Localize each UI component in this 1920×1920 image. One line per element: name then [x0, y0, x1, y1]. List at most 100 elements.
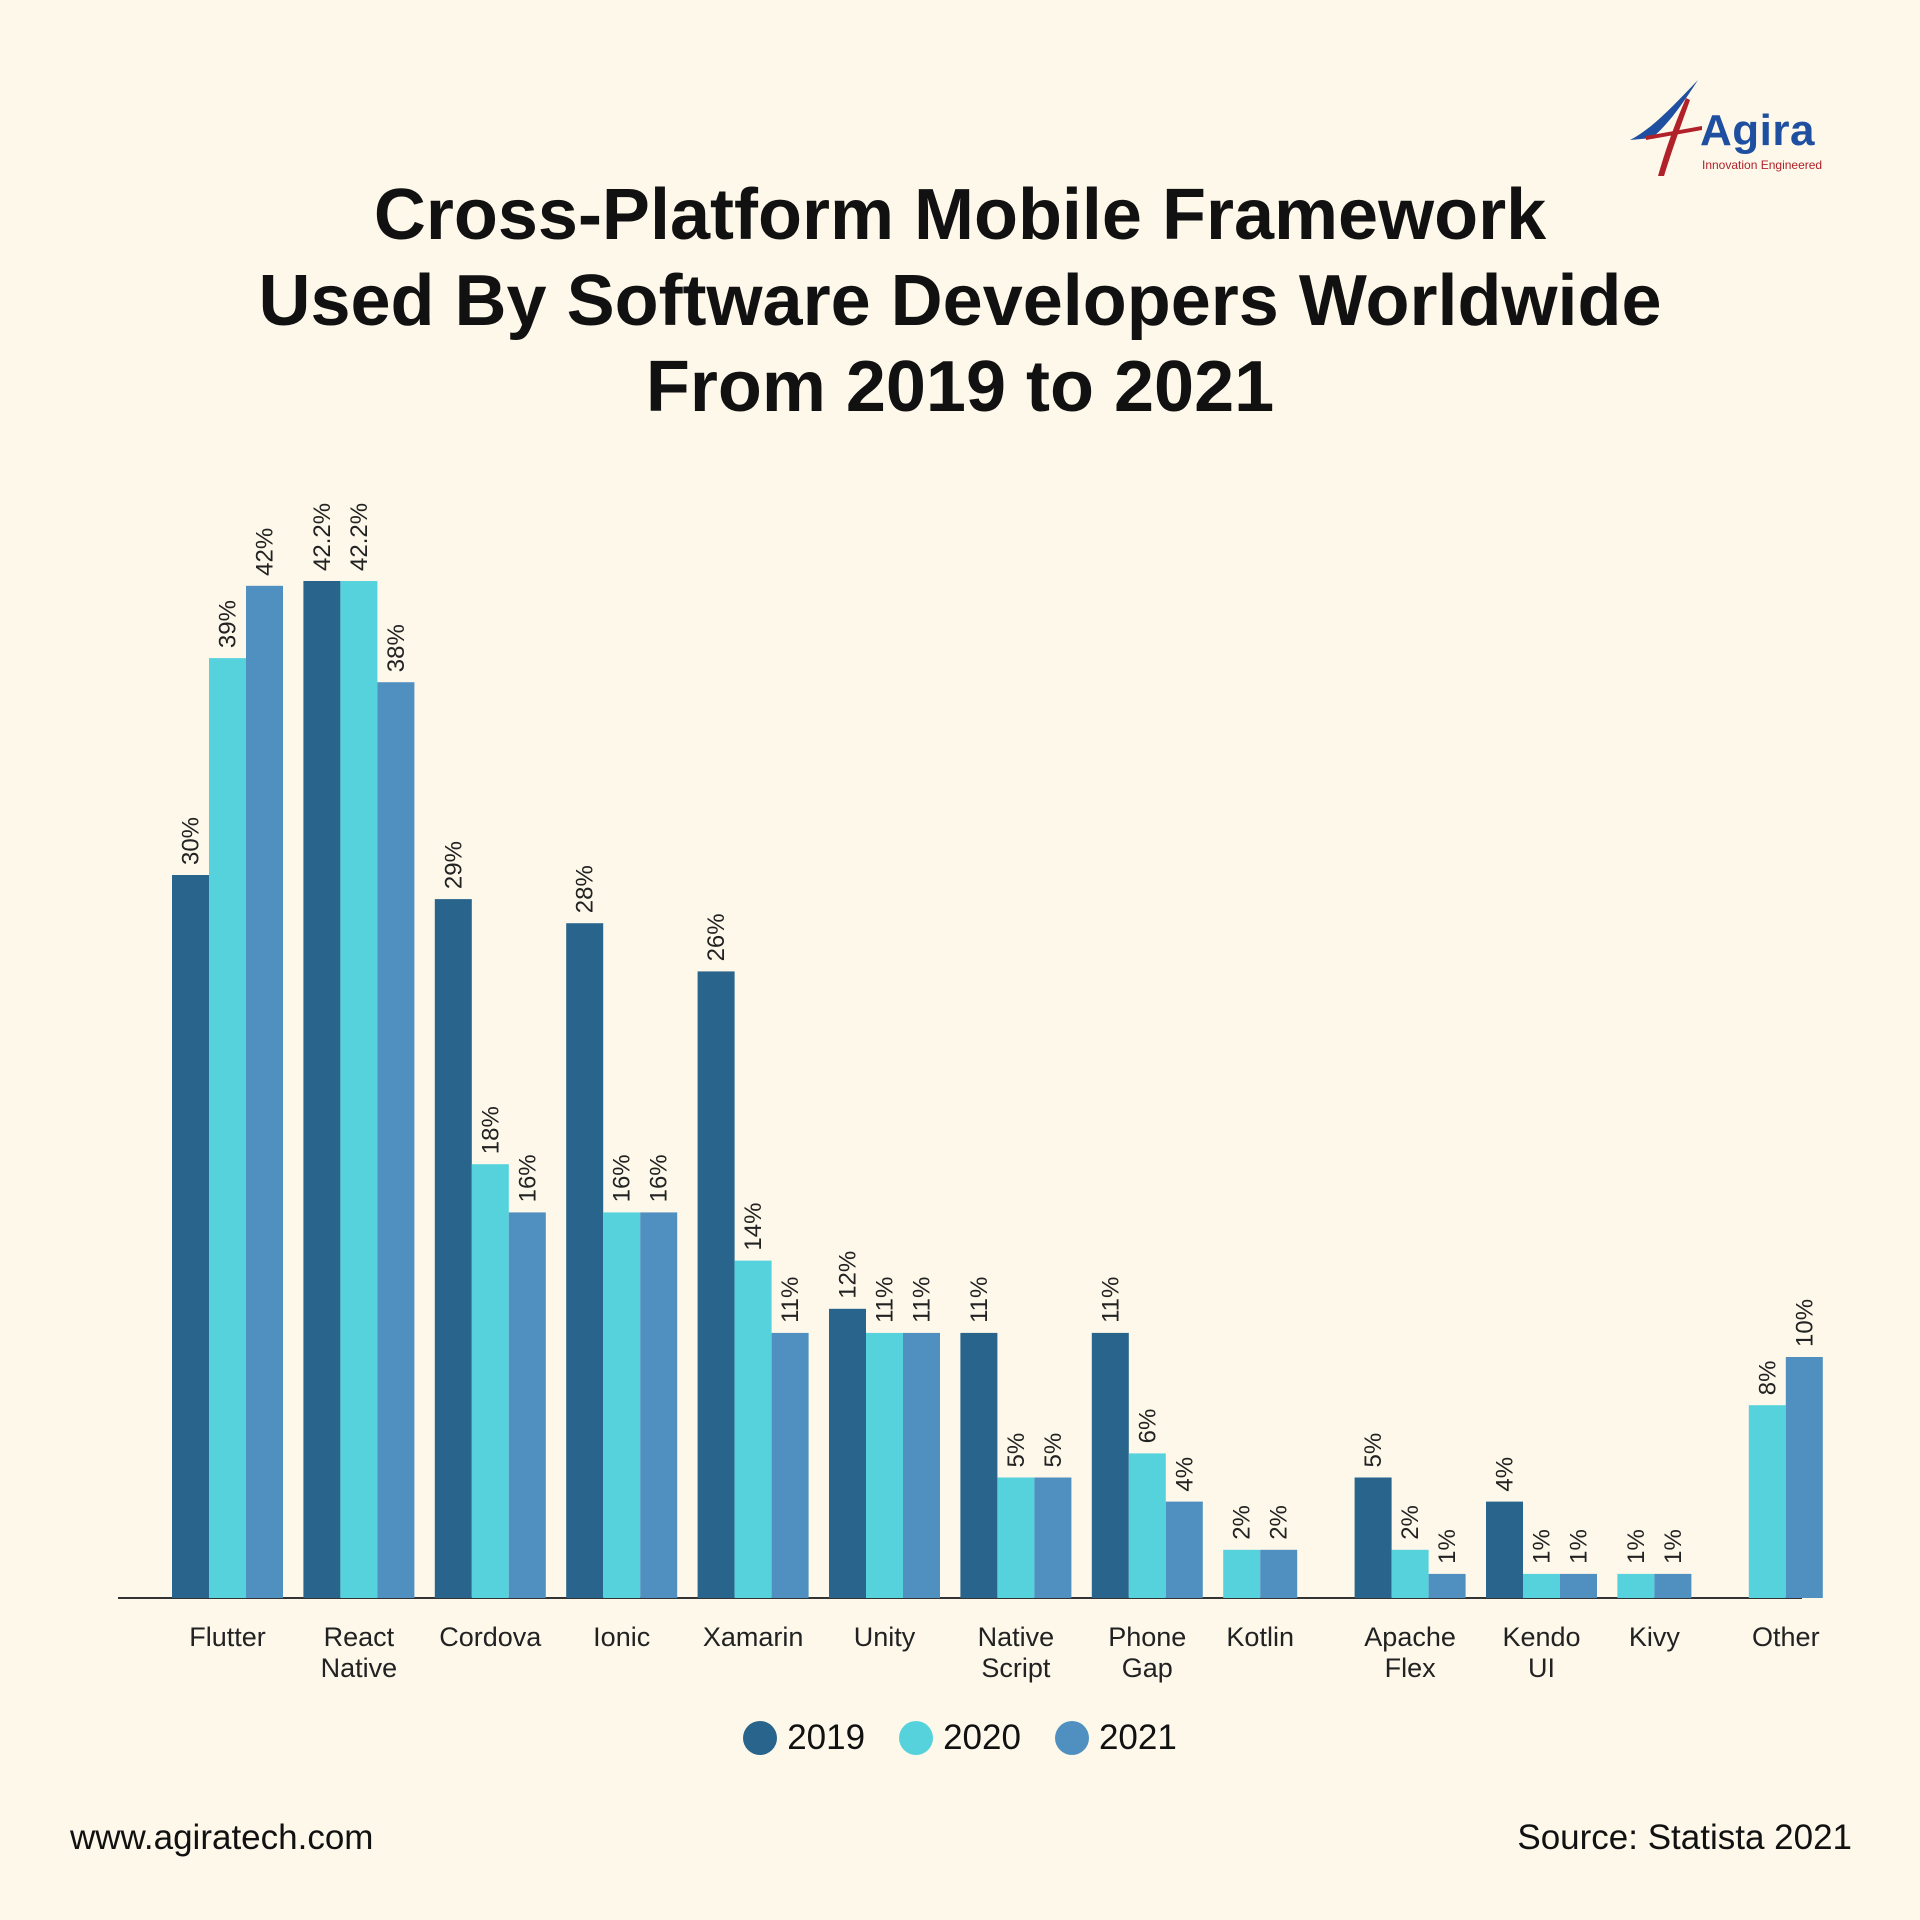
legend: 2019 2020 2021 — [0, 1718, 1920, 1758]
bar-value-label: 42.2% — [309, 503, 336, 571]
bar-2021 — [508, 1212, 546, 1598]
category-label: Flutter — [189, 1622, 266, 1652]
bar-value-label: 42.2% — [346, 503, 373, 571]
bar-2019 — [434, 899, 472, 1598]
bar-value-label: 14% — [740, 1203, 767, 1251]
legend-swatch — [1054, 1721, 1089, 1755]
bar-value-label: 2% — [1229, 1505, 1256, 1540]
category-label: React — [324, 1622, 395, 1652]
bar-2020 — [1391, 1549, 1429, 1598]
bar-value-label: 12% — [835, 1251, 862, 1299]
bar-value-label: 1% — [1566, 1529, 1593, 1564]
bar-2020 — [997, 1477, 1035, 1598]
category-label: Ionic — [593, 1622, 650, 1652]
category-label: Xamarin — [703, 1622, 804, 1652]
category-label: Script — [981, 1653, 1051, 1683]
bar-value-label: 11% — [909, 1277, 936, 1323]
source-note: Source: Statista 2021 — [1517, 1818, 1852, 1857]
bar-2021 — [640, 1212, 678, 1598]
bar-value-label: 10% — [1791, 1299, 1818, 1347]
bar-2021 — [1428, 1573, 1466, 1598]
legend-item-2019: 2019 — [743, 1718, 865, 1758]
bar-2020 — [1748, 1405, 1786, 1598]
bar-2021 — [246, 585, 283, 1598]
title-line: Used By Software Developers Worldwide — [258, 261, 1662, 341]
bar-value-label: 4% — [1171, 1457, 1198, 1492]
title-line: From 2019 to 2021 — [645, 347, 1275, 427]
category-label: Cordova — [439, 1622, 542, 1652]
bar-value-label: 42% — [252, 528, 279, 576]
bar-value-label: 11% — [1097, 1277, 1124, 1323]
category-label: Native — [321, 1653, 398, 1683]
title-line: Cross-Platform Mobile Framework — [373, 175, 1547, 255]
bar-2021 — [1034, 1477, 1072, 1598]
legend-label: 2020 — [943, 1718, 1021, 1757]
category-label: Gap — [1122, 1653, 1173, 1683]
bar-2019 — [1354, 1477, 1392, 1598]
bar-2021 — [377, 682, 415, 1598]
legend-label: 2021 — [1098, 1718, 1177, 1757]
bar-value-label: 5% — [1003, 1433, 1030, 1468]
bar-2021 — [1560, 1573, 1597, 1598]
bar-2020 — [1617, 1573, 1655, 1598]
bar-2021 — [1260, 1549, 1298, 1598]
bar-value-label: 26% — [703, 913, 730, 961]
legend-item-2021: 2021 — [1054, 1718, 1177, 1758]
legend-swatch — [899, 1721, 934, 1755]
bar-value-label: 11% — [872, 1277, 899, 1323]
category-label: Apache — [1364, 1622, 1456, 1652]
bar-2020 — [209, 658, 246, 1598]
bar-value-label: 1% — [1529, 1529, 1556, 1564]
bar-value-label: 1% — [1434, 1529, 1461, 1564]
bar-2019 — [303, 581, 341, 1598]
category-label: Other — [1752, 1622, 1820, 1652]
category-label: Phone — [1108, 1622, 1186, 1652]
bar-2019 — [829, 1308, 866, 1598]
bar-value-label: 16% — [514, 1154, 541, 1202]
bar-2019 — [1091, 1332, 1129, 1598]
bar-value-label: 29% — [440, 841, 467, 889]
bar-2021 — [903, 1332, 940, 1598]
bar-2020 — [866, 1332, 903, 1598]
bar-2019 — [697, 971, 735, 1598]
category-label: Kivy — [1629, 1622, 1681, 1652]
bar-value-label: 38% — [383, 624, 410, 672]
bar-2019 — [566, 923, 604, 1598]
category-label: UI — [1528, 1653, 1555, 1683]
bar-2021 — [1785, 1357, 1823, 1598]
bar-2020 — [340, 581, 378, 1598]
brand-tagline: Innovation Engineered — [1702, 158, 1823, 172]
bar-value-label: 11% — [777, 1277, 804, 1323]
legend-item-2020: 2020 — [899, 1718, 1021, 1758]
bar-value-label: 16% — [609, 1154, 636, 1202]
bar-value-label: 5% — [1360, 1433, 1387, 1468]
bar-value-label: 6% — [1134, 1409, 1161, 1444]
brand-name: Agira — [1700, 106, 1815, 155]
website-link[interactable]: www.agiratech.com — [70, 1818, 374, 1857]
bar-value-label: 39% — [215, 600, 242, 648]
bar-value-label: 5% — [1040, 1433, 1067, 1468]
bar-value-label: 4% — [1492, 1457, 1519, 1492]
category-label: Unity — [854, 1622, 916, 1652]
bar-2021 — [771, 1332, 809, 1598]
bar-2020 — [471, 1164, 509, 1598]
bar-value-label: 11% — [966, 1277, 993, 1323]
bar-value-label: 8% — [1754, 1361, 1781, 1396]
bar-2019 — [960, 1332, 998, 1598]
bar-2020 — [1223, 1549, 1261, 1598]
category-label: Kotlin — [1226, 1622, 1294, 1652]
bar-value-label: 1% — [1660, 1529, 1687, 1564]
bar-2021 — [1165, 1501, 1203, 1598]
bar-2020 — [603, 1212, 641, 1598]
bar-2019 — [172, 875, 209, 1598]
bar-2020 — [734, 1260, 772, 1598]
bar-2020 — [1523, 1573, 1560, 1598]
legend-swatch — [743, 1721, 778, 1755]
bar-value-label: 30% — [178, 817, 205, 865]
bar-value-label: 28% — [572, 865, 599, 913]
bar-2020 — [1128, 1453, 1166, 1598]
bar-value-label: 1% — [1623, 1529, 1650, 1564]
bar-2021 — [1654, 1573, 1692, 1598]
agira-logo: Agira Innovation Engineered — [1628, 78, 1848, 178]
bar-value-label: 18% — [477, 1106, 504, 1154]
